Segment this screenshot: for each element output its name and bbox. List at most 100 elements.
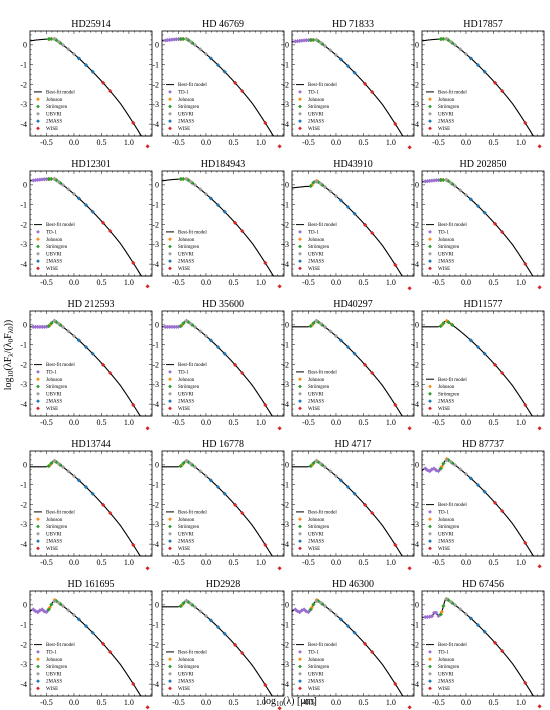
- x-tick-label: 0.5: [358, 698, 368, 707]
- panel-frame: [421, 590, 545, 697]
- legend-diamond-marker: [428, 524, 432, 529]
- legend-diamond-marker: [428, 384, 432, 389]
- y-tick-label: -1: [412, 200, 419, 209]
- x-tick-label: 1.0: [386, 698, 396, 707]
- legend-entry: Strömgren: [178, 525, 200, 530]
- data-point-ubvri: [458, 47, 463, 52]
- legend-entry: WISE: [438, 547, 450, 552]
- legend-entry: WISE: [46, 687, 58, 692]
- data-point-2mass: [215, 203, 221, 208]
- data-point-td1: [165, 324, 170, 329]
- data-point-ubvri: [314, 318, 319, 324]
- legend-entry: TD-1: [178, 371, 189, 376]
- y-tick-label: -1: [412, 340, 419, 349]
- data-point-strmgren: [178, 323, 183, 329]
- data-point-2mass: [482, 210, 487, 215]
- data-point-ubvri: [463, 611, 469, 617]
- y-tick-label: -4: [412, 680, 419, 689]
- legend-entry: UBVRI: [46, 392, 62, 397]
- panel-title: HD12301: [71, 159, 110, 170]
- data-point-wise: [407, 705, 412, 710]
- y-tick-label: -2: [152, 500, 159, 509]
- y-tick-label: -1: [412, 480, 419, 489]
- legend-diamond-marker: [36, 111, 40, 116]
- y-tick-label: -4: [412, 120, 419, 129]
- legend-entry: Strömgren: [438, 245, 460, 250]
- data-point-td1: [425, 179, 430, 184]
- y-tick-label: -2: [412, 220, 419, 229]
- legend-diamond-marker: [428, 531, 432, 536]
- data-point-2mass: [222, 69, 227, 74]
- panel-18: HD2928 0 -1 -2 -3 -4 -0.5 0.0 0.5 1.0 Best-fit mod…: [152, 579, 285, 710]
- legend-diamond-marker: [428, 406, 432, 411]
- data-point-2mass: [352, 491, 357, 496]
- x-tick-label: 0.0: [69, 558, 79, 567]
- legend-diamond-marker: [168, 259, 172, 263]
- data-point-td1: [427, 178, 432, 183]
- y-tick-label: -4: [20, 400, 27, 409]
- panel-title: HD17857: [463, 19, 502, 30]
- legend-entry: Strömgren: [178, 385, 200, 390]
- legend-entry: 2MASS: [308, 540, 324, 545]
- data-point-ubvri: [448, 39, 453, 44]
- panel-title: HD43910: [333, 159, 372, 170]
- panel-title: HD 46300: [332, 579, 374, 590]
- data-point-wise: [492, 640, 498, 645]
- panel-frame: [161, 30, 285, 137]
- data-point-2mass: [90, 351, 95, 356]
- legend-entry: UBVRI: [178, 672, 194, 677]
- legend-entry: 2MASS: [46, 400, 62, 405]
- y-tick-label: -1: [20, 340, 27, 349]
- data-point-strmgren: [46, 607, 51, 612]
- data-point-ubvri: [60, 182, 66, 188]
- x-tick-label: 0.0: [201, 418, 211, 427]
- y-tick-label: -4: [412, 540, 419, 549]
- data-point-wise: [232, 80, 238, 85]
- legend-diamond-marker: [36, 686, 40, 691]
- x-tick-label: 0.5: [358, 138, 368, 147]
- legend-entry: Best-fit model: [308, 371, 337, 376]
- legend-entry: 2MASS: [178, 120, 194, 125]
- data-point-2mass: [345, 485, 351, 490]
- legend-entry: WISE: [438, 267, 450, 272]
- legend-entry: Best-fit model: [46, 91, 75, 96]
- legend-diamond-marker: [298, 524, 302, 529]
- legend-entry: TD-1: [438, 511, 449, 516]
- legend-diamond-marker: [168, 111, 172, 116]
- panel-frame: [29, 590, 153, 697]
- y-tick-label: -2: [20, 220, 27, 229]
- legend-diamond-marker: [168, 671, 172, 676]
- x-tick-label: 0.5: [358, 558, 368, 567]
- y-tick-label: -3: [20, 380, 27, 389]
- legend-diamond-marker: [168, 237, 172, 242]
- data-point-2mass: [352, 70, 357, 75]
- y-tick-label: -1: [282, 480, 289, 489]
- data-point-strmgren: [438, 612, 443, 617]
- data-point-strmgren: [446, 319, 451, 325]
- y-tick-label: -4: [282, 120, 289, 129]
- data-point-wise: [131, 681, 136, 687]
- data-point-wise: [108, 88, 113, 94]
- data-point-wise: [407, 286, 412, 291]
- data-point-strmgren: [441, 321, 446, 326]
- legend-entry: UBVRI: [178, 252, 194, 257]
- data-point-ubvri: [333, 473, 339, 479]
- x-tick-label: 0.5: [228, 558, 238, 567]
- x-tick-label: 0.5: [96, 698, 106, 707]
- legend-diamond-marker: [36, 539, 40, 543]
- panel-10: HD 35600 0 -1 -2 -3 -4 -0.5 0.0 0.5 1.0 Best-fit m…: [152, 299, 285, 431]
- y-tick-label: -4: [152, 400, 159, 409]
- data-point-ubvri: [452, 42, 458, 48]
- legend-entry: 2MASS: [46, 680, 62, 685]
- x-tick-label: 0.5: [488, 698, 498, 707]
- legend-diamond-marker: [168, 391, 172, 396]
- legend-entry: WISE: [438, 407, 450, 412]
- legend-entry: 2MASS: [438, 120, 454, 125]
- legend-entry: 2MASS: [438, 680, 454, 685]
- data-point-ubvri: [328, 189, 333, 194]
- y-tick-label: 0: [285, 181, 289, 190]
- panel-title: HD 87737: [462, 439, 504, 450]
- y-tick-label: 0: [285, 41, 289, 50]
- legend-diamond-marker: [428, 111, 432, 116]
- data-point-strmgren: [178, 603, 183, 609]
